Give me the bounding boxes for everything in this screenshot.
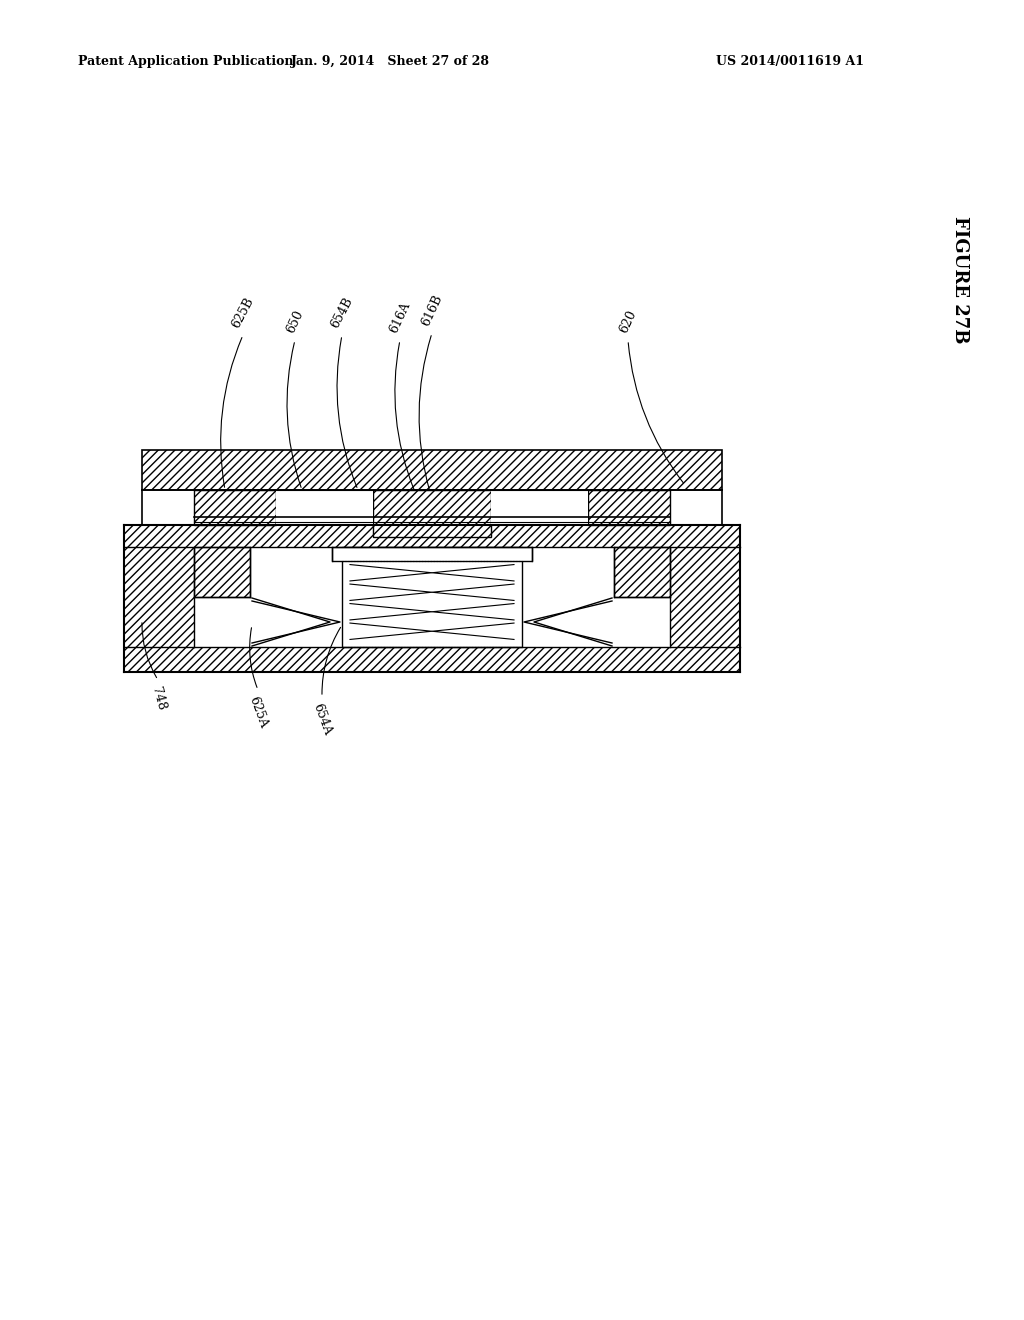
Text: FIGURE 27B: FIGURE 27B: [951, 216, 969, 343]
Bar: [614, 546, 670, 597]
Text: Jan. 9, 2014   Sheet 27 of 28: Jan. 9, 2014 Sheet 27 of 28: [291, 55, 489, 69]
Text: 616A: 616A: [387, 300, 413, 335]
Bar: [194, 546, 250, 597]
Text: 654A: 654A: [310, 702, 334, 738]
Bar: [194, 546, 670, 647]
Bar: [276, 490, 373, 525]
Bar: [588, 490, 670, 525]
Text: 625A: 625A: [247, 696, 269, 730]
Text: 748: 748: [148, 685, 167, 711]
Bar: [142, 450, 722, 490]
Text: Patent Application Publication: Patent Application Publication: [78, 55, 294, 69]
Bar: [490, 490, 588, 525]
Text: US 2014/0011619 A1: US 2014/0011619 A1: [716, 55, 864, 69]
Text: 650: 650: [284, 308, 306, 335]
Bar: [332, 546, 532, 561]
Text: 625B: 625B: [229, 294, 256, 330]
Text: 654B: 654B: [329, 294, 355, 330]
Text: 616B: 616B: [419, 292, 444, 327]
Bar: [194, 490, 276, 525]
Bar: [342, 546, 522, 647]
Bar: [124, 525, 740, 672]
Text: 620: 620: [617, 308, 639, 335]
Bar: [373, 490, 490, 537]
